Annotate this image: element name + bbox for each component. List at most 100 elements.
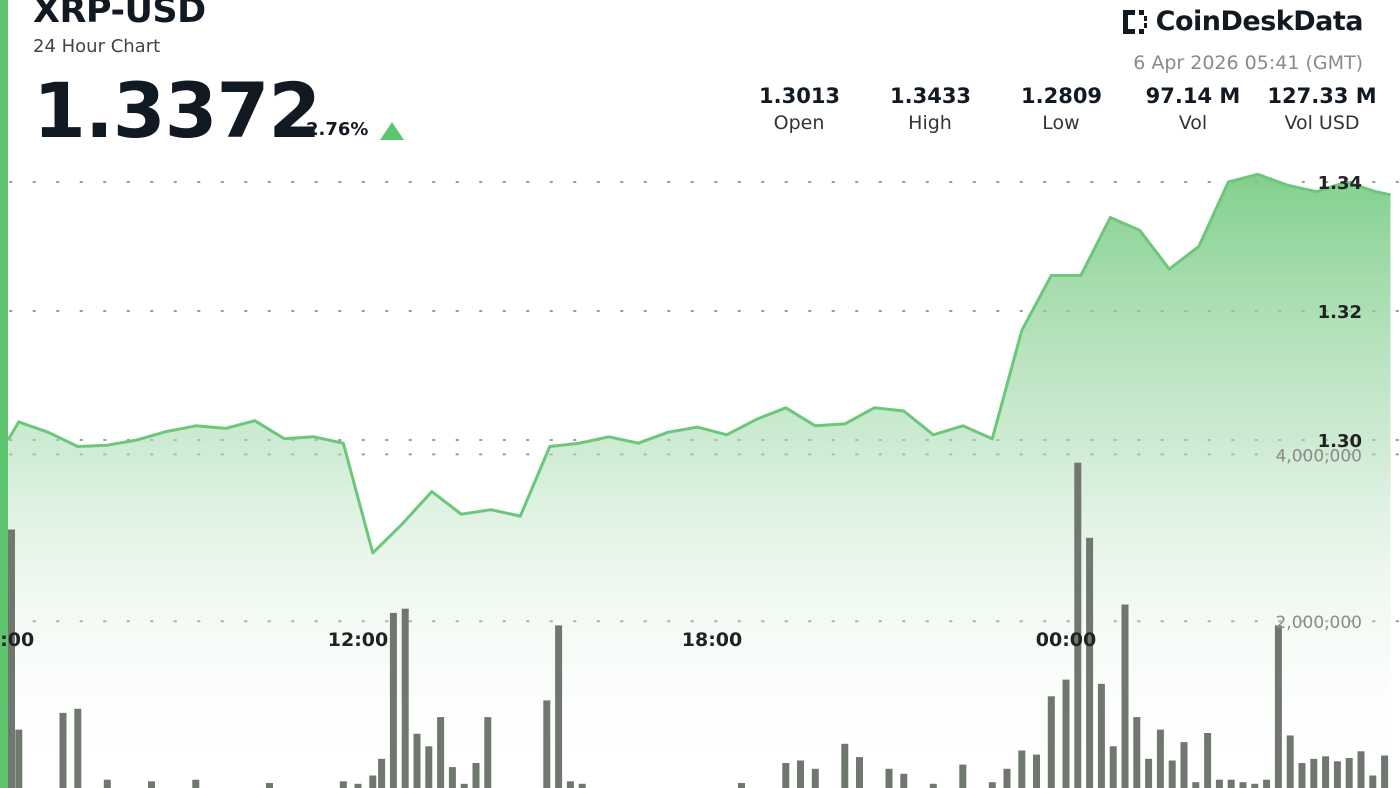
volume-bar xyxy=(1333,761,1341,788)
volume-bar xyxy=(988,782,996,788)
volume-bar xyxy=(448,767,456,788)
pair-title: XRP-USD xyxy=(33,0,206,31)
volume-bar xyxy=(389,612,397,788)
volume-bar xyxy=(543,700,551,788)
volume-bar xyxy=(811,768,819,788)
volume-bar xyxy=(425,746,433,788)
volume-bar xyxy=(1047,696,1055,788)
volume-bar xyxy=(369,775,377,788)
volume-bar xyxy=(437,717,445,788)
stat-vol-usd: 127.33 M Vol USD xyxy=(1267,84,1377,134)
price-tick-label: 1.30 xyxy=(1318,431,1362,452)
volume-bar xyxy=(266,783,273,788)
volume-bar xyxy=(797,760,804,788)
coindesk-logo-icon xyxy=(1122,9,1147,34)
volume-bar xyxy=(1215,779,1223,788)
volume-bar xyxy=(1310,758,1318,788)
price-tick-label: 1.32 xyxy=(1318,302,1362,323)
volume-bar xyxy=(566,781,574,788)
volume-bar xyxy=(401,608,409,788)
volume-bar xyxy=(1033,754,1040,788)
volume-bar xyxy=(1180,742,1188,788)
volume-bar xyxy=(1251,783,1259,788)
volume-bar xyxy=(1109,746,1117,788)
volume-tick-label: 2,000,000 xyxy=(1275,613,1362,633)
volume-bar xyxy=(929,783,937,788)
volume-bar xyxy=(148,781,155,788)
volume-bar xyxy=(1345,758,1353,788)
volume-bar xyxy=(782,763,790,788)
stat-value: 1.2809 xyxy=(1021,84,1103,108)
volume-bar xyxy=(339,781,347,788)
volume-bar xyxy=(413,733,421,788)
volume-bar xyxy=(1192,782,1200,788)
timestamp: 6 Apr 2026 05:41 (GMT) xyxy=(1133,52,1363,74)
volume-tick-label: 4,000,000 xyxy=(1275,446,1362,466)
volume-bar xyxy=(841,743,849,788)
stat-label: Open xyxy=(773,112,825,134)
volume-bar xyxy=(578,783,586,788)
stat-high: 1.3433 High xyxy=(890,84,972,134)
volume-bar xyxy=(1239,782,1247,788)
current-price: 1.3372 xyxy=(33,66,321,155)
volume-bar xyxy=(1274,625,1282,788)
volume-bar xyxy=(959,764,967,788)
volume-bar xyxy=(1121,604,1129,788)
volume-bar xyxy=(378,758,386,788)
chart-subtitle: 24 Hour Chart xyxy=(33,36,161,57)
volume-bar xyxy=(1381,755,1389,788)
volume-bar xyxy=(885,768,893,788)
volume-bar xyxy=(738,783,745,788)
volume-bar xyxy=(1145,758,1153,788)
price-tick-label: 1.34 xyxy=(1318,173,1362,194)
volume-bar xyxy=(1074,462,1082,788)
volume-bar xyxy=(1286,735,1294,788)
volume-bar xyxy=(555,625,563,788)
volume-bar xyxy=(484,717,492,788)
volume-bar xyxy=(1018,750,1026,788)
volume-bar xyxy=(1097,683,1105,788)
volume-bar xyxy=(1357,751,1365,788)
volume-bar xyxy=(1168,760,1176,788)
volume-bar xyxy=(354,783,362,788)
volume-bar xyxy=(1369,775,1377,788)
change-percent: 2.76% xyxy=(306,119,369,140)
volume-bar xyxy=(74,708,82,788)
stat-label: Low xyxy=(1042,112,1080,134)
triangle-up-icon xyxy=(380,122,404,140)
stat-value: 97.14 M xyxy=(1145,84,1241,108)
volume-bar xyxy=(900,773,908,788)
volume-bar xyxy=(1003,768,1011,788)
time-tick-label: 00:00 xyxy=(1036,629,1096,651)
stat-label: High xyxy=(908,112,952,134)
volume-bar xyxy=(472,763,480,788)
volume-bar xyxy=(1227,779,1235,788)
stat-value: 1.3013 xyxy=(759,84,841,108)
volume-bar xyxy=(103,779,111,788)
brand-logo: CoinDeskData xyxy=(1120,6,1364,37)
stat-value: 127.33 M xyxy=(1267,84,1377,108)
price-line xyxy=(6,172,1391,555)
stat-label: Vol USD xyxy=(1284,112,1360,134)
time-tick-label: 00:00 xyxy=(0,629,34,651)
volume-bar xyxy=(59,712,67,788)
stat-label: Vol xyxy=(1178,112,1208,134)
volume-bar xyxy=(1298,763,1306,788)
stat-open: 1.3013 Open xyxy=(759,84,841,134)
volume-bar xyxy=(1133,717,1141,788)
volume-bar xyxy=(1263,779,1271,788)
volume-bar xyxy=(1204,733,1212,788)
price-area xyxy=(8,174,1391,788)
accent-bar xyxy=(0,0,8,788)
brand-name: CoinDeskData xyxy=(1155,6,1364,37)
time-tick-label: 12:00 xyxy=(328,629,388,651)
stat-vol: 97.14 M Vol xyxy=(1143,84,1243,134)
volume-bar xyxy=(460,783,468,788)
volume-bar xyxy=(1156,729,1164,788)
volume-bar xyxy=(1322,756,1330,788)
volume-bar xyxy=(192,779,200,788)
stat-value: 1.3433 xyxy=(890,84,972,108)
volume-bar xyxy=(1086,537,1094,788)
stat-low: 1.2809 Low xyxy=(1021,84,1103,134)
